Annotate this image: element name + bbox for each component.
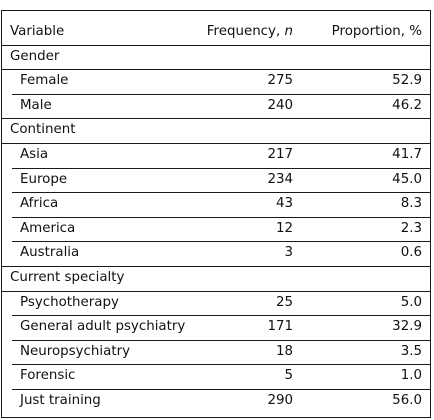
row-proportion: 2.3 — [400, 220, 422, 236]
row-frequency: 234 — [267, 171, 293, 187]
row-proportion: 0.6 — [400, 245, 422, 261]
row-frequency: 3 — [284, 245, 293, 261]
table-row: Africa 43 8.3 — [2, 192, 430, 216]
table-row: Asia 217 41.7 — [2, 143, 430, 167]
row-name: Australia — [20, 245, 80, 261]
table-row: Just training 290 56.0 — [2, 389, 430, 413]
group-header-row: Continent — [2, 118, 430, 142]
table-row: America 12 2.3 — [2, 217, 430, 241]
row-proportion: 56.0 — [392, 393, 422, 408]
row-rule — [12, 315, 430, 317]
row-frequency: 12 — [275, 220, 293, 236]
row-rule — [12, 241, 430, 243]
row-rule — [12, 364, 430, 366]
row-name: General adult psychiatry — [20, 319, 186, 335]
section-rule — [2, 143, 430, 144]
header-frequency-symbol: n — [284, 24, 294, 39]
row-name: Female — [20, 73, 69, 89]
row-name: America — [20, 220, 76, 236]
row-proportion: 1.0 — [400, 368, 422, 384]
row-frequency: 240 — [267, 97, 293, 113]
row-name: Forensic — [20, 368, 76, 384]
group-header-row: Gender — [2, 45, 430, 69]
group-header-row: Current specialty — [2, 266, 430, 290]
row-rule — [12, 167, 430, 169]
header-proportion: Proportion, % — [331, 24, 422, 39]
header-variable: Variable — [10, 24, 65, 39]
section-rule — [2, 44, 430, 46]
row-name: Psychotherapy — [20, 294, 119, 310]
row-frequency: 290 — [267, 393, 293, 408]
row-frequency: 171 — [267, 319, 293, 335]
row-frequency: 5 — [284, 368, 293, 384]
table-row: Female 275 52.9 — [2, 69, 430, 93]
row-name: Africa — [20, 196, 59, 212]
row-frequency: 18 — [275, 343, 293, 359]
table-row: Europe 234 45.0 — [2, 168, 430, 192]
table-row: Australia 3 0.6 — [2, 241, 430, 265]
row-rule — [12, 93, 430, 95]
row-proportion: 45.0 — [392, 171, 422, 187]
group-label: Gender — [10, 48, 60, 64]
row-rule — [12, 192, 430, 194]
section-rule — [2, 69, 430, 71]
header-frequency-label: Frequency, — [206, 24, 285, 39]
table-row: Psychotherapy 25 5.0 — [2, 291, 430, 315]
row-name: Asia — [20, 147, 49, 162]
group-label: Continent — [10, 122, 76, 138]
section-rule — [2, 290, 430, 292]
table-row: Neuropsychiatry 18 3.5 — [2, 340, 430, 364]
row-frequency: 217 — [267, 147, 293, 162]
header-row: Variable Frequency, n Proportion, % — [2, 20, 430, 44]
row-proportion: 52.9 — [392, 73, 422, 89]
data-table: Variable Frequency, n Proportion, % Gender F… — [1, 10, 431, 418]
row-name: Just training — [20, 393, 101, 408]
section-rule — [2, 118, 430, 120]
row-proportion: 5.0 — [400, 294, 422, 310]
row-proportion: 32.9 — [392, 319, 422, 335]
table-row: Forensic 5 1.0 — [2, 364, 430, 388]
row-rule — [12, 216, 430, 218]
row-proportion: 3.5 — [400, 343, 422, 359]
row-proportion: 46.2 — [392, 97, 422, 113]
row-name: Male — [20, 97, 52, 113]
row-name: Europe — [20, 171, 68, 187]
header-frequency: Frequency, n — [207, 20, 293, 44]
row-proportion: 8.3 — [400, 196, 422, 212]
row-frequency: 275 — [267, 73, 293, 89]
row-frequency: 43 — [275, 196, 293, 212]
table-row: Male 240 46.2 — [2, 94, 430, 118]
section-rule — [2, 266, 430, 267]
row-rule — [12, 339, 430, 341]
table-row: General adult psychiatry 171 32.9 — [2, 315, 430, 339]
group-label: Current specialty — [10, 270, 125, 285]
row-rule — [12, 389, 430, 390]
row-name: Neuropsychiatry — [20, 343, 131, 359]
row-frequency: 25 — [275, 294, 293, 310]
row-proportion: 41.7 — [392, 147, 422, 162]
